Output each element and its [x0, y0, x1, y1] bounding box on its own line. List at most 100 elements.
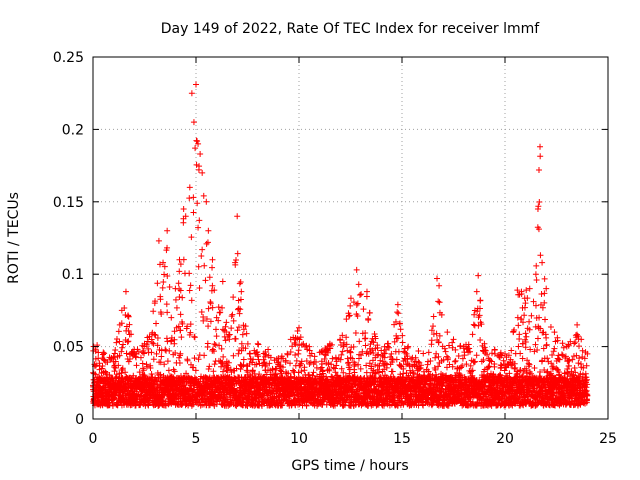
data-point [184, 357, 191, 364]
data-point [244, 402, 251, 409]
data-point [232, 335, 239, 342]
data-point [328, 361, 335, 368]
data-point [191, 334, 198, 341]
data-point [172, 296, 179, 303]
data-point [187, 282, 194, 289]
data-point [382, 360, 389, 367]
data-point [152, 374, 159, 381]
data-point [340, 339, 347, 346]
data-point [347, 348, 354, 355]
data-point [377, 357, 384, 364]
data-point [220, 368, 227, 375]
data-point [115, 362, 122, 369]
data-point [432, 371, 439, 378]
data-point [157, 296, 164, 303]
data-point [347, 295, 354, 302]
data-point [193, 137, 200, 144]
data-point [154, 342, 161, 349]
data-point [374, 352, 381, 359]
data-point [166, 347, 173, 354]
data-point [282, 357, 289, 364]
data-point [346, 312, 353, 319]
data-point [339, 348, 346, 355]
data-point [228, 325, 235, 332]
data-point [148, 370, 155, 377]
data-point [161, 271, 168, 278]
data-point [339, 332, 346, 339]
data-point [237, 306, 244, 313]
data-point [458, 364, 465, 371]
data-point [459, 355, 466, 362]
data-point [125, 358, 132, 365]
data-point [516, 331, 523, 338]
data-point [158, 310, 165, 317]
data-point [432, 354, 439, 361]
data-point [177, 311, 184, 318]
data-point [452, 346, 459, 353]
data-point [202, 277, 209, 284]
data-point [366, 360, 373, 367]
data-point [395, 310, 402, 317]
data-point [199, 246, 206, 253]
data-point [246, 371, 253, 378]
data-point [404, 355, 411, 362]
data-point [102, 368, 109, 375]
data-point [225, 359, 232, 366]
data-point [303, 342, 310, 349]
data-point [303, 402, 310, 409]
data-point [415, 358, 422, 365]
data-point [177, 350, 184, 357]
data-point [207, 300, 214, 307]
data-point [350, 343, 357, 350]
data-point [436, 299, 443, 306]
data-point [244, 340, 251, 347]
data-point [444, 354, 451, 361]
data-point [211, 361, 218, 368]
data-point [463, 361, 470, 368]
data-point [469, 331, 476, 338]
data-point [344, 347, 351, 354]
data-point [405, 361, 412, 368]
data-point [343, 334, 350, 341]
data-point [166, 283, 173, 290]
data-point [353, 301, 360, 308]
data-point [482, 347, 489, 354]
data-point [186, 195, 193, 202]
data-point [323, 346, 330, 353]
data-point [338, 365, 345, 372]
data-point [184, 323, 191, 330]
data-point [309, 372, 316, 379]
data-point [233, 365, 240, 372]
data-point [321, 351, 328, 358]
data-point [477, 297, 484, 304]
data-point [211, 348, 218, 355]
data-point [477, 336, 484, 343]
data-point [228, 313, 235, 320]
data-point [207, 318, 214, 325]
data-point [432, 366, 439, 373]
data-point [416, 365, 423, 372]
data-point [472, 358, 479, 365]
data-point [187, 321, 194, 328]
data-point [332, 369, 339, 376]
data-point [191, 333, 198, 340]
data-point [292, 341, 299, 348]
data-point [355, 361, 362, 368]
grid-lines [93, 57, 608, 419]
data-point [141, 372, 148, 379]
data-point [191, 355, 198, 362]
data-point [295, 369, 302, 376]
data-point [392, 318, 399, 325]
data-point [157, 371, 164, 378]
data-point [360, 306, 367, 313]
data-point [211, 287, 218, 294]
data-point [230, 294, 237, 301]
data-point [435, 298, 442, 305]
data-point [409, 369, 416, 376]
data-point [515, 322, 522, 329]
data-point [177, 327, 184, 334]
data-point [430, 397, 437, 404]
data-point [294, 327, 301, 334]
data-point [164, 358, 171, 365]
data-point [287, 348, 294, 355]
